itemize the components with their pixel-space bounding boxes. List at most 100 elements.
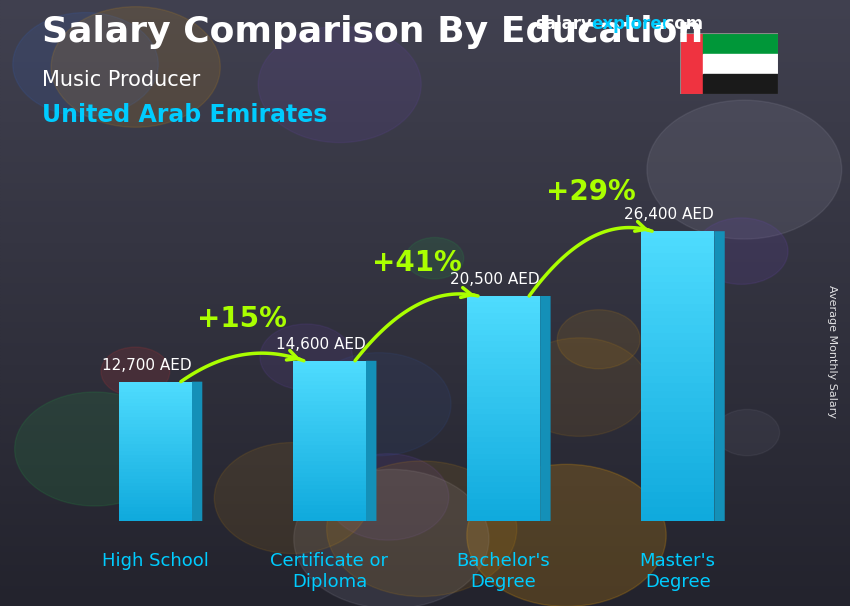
Bar xyxy=(119,430,192,434)
Bar xyxy=(0,485,850,488)
Bar xyxy=(119,483,192,486)
Bar xyxy=(467,347,540,352)
Bar xyxy=(0,233,850,236)
Bar xyxy=(0,6,850,9)
Bar xyxy=(0,333,850,336)
Bar xyxy=(0,191,850,194)
Bar xyxy=(0,270,850,273)
Bar xyxy=(0,230,850,233)
Bar xyxy=(0,264,850,267)
Bar xyxy=(641,376,714,384)
Bar xyxy=(0,3,850,6)
Bar xyxy=(0,39,850,42)
Text: .com: .com xyxy=(659,15,704,33)
Bar xyxy=(0,512,850,515)
Bar xyxy=(0,106,850,109)
Bar xyxy=(0,133,850,136)
Bar xyxy=(0,400,850,403)
Bar xyxy=(0,115,850,118)
Bar xyxy=(467,448,540,454)
Bar xyxy=(467,358,540,364)
Bar xyxy=(0,479,850,482)
Circle shape xyxy=(13,13,158,116)
Bar xyxy=(293,361,366,365)
Bar xyxy=(119,462,192,465)
Bar xyxy=(0,21,850,24)
Bar xyxy=(0,79,850,82)
Bar xyxy=(0,142,850,145)
Bar xyxy=(680,33,703,94)
Bar xyxy=(119,396,192,399)
Bar xyxy=(0,239,850,242)
Bar xyxy=(119,497,192,500)
Bar xyxy=(467,324,540,330)
Bar xyxy=(0,161,850,164)
Text: High School: High School xyxy=(102,552,209,570)
Text: 20,500 AED: 20,500 AED xyxy=(450,272,540,287)
Bar xyxy=(0,342,850,345)
Text: 14,600 AED: 14,600 AED xyxy=(276,337,366,352)
Bar xyxy=(119,507,192,511)
Bar xyxy=(0,491,850,494)
Bar xyxy=(0,30,850,33)
Bar xyxy=(0,403,850,406)
Bar xyxy=(467,465,540,470)
Bar xyxy=(0,430,850,433)
Circle shape xyxy=(214,442,370,553)
Bar xyxy=(0,294,850,297)
Bar xyxy=(641,267,714,275)
Bar xyxy=(641,499,714,507)
Bar xyxy=(0,542,850,545)
Bar xyxy=(0,312,850,315)
Bar xyxy=(0,597,850,600)
Bar xyxy=(641,470,714,478)
Bar xyxy=(0,527,850,530)
Bar xyxy=(293,401,366,405)
Bar xyxy=(0,351,850,355)
Bar xyxy=(119,444,192,448)
Bar xyxy=(0,603,850,606)
Text: United Arab Emirates: United Arab Emirates xyxy=(42,103,328,127)
Bar xyxy=(0,585,850,588)
Bar xyxy=(0,130,850,133)
Bar xyxy=(0,285,850,288)
Bar xyxy=(0,464,850,467)
Text: Master's
Degree: Master's Degree xyxy=(640,552,716,591)
Bar xyxy=(0,179,850,182)
Bar xyxy=(0,418,850,421)
Bar xyxy=(467,454,540,459)
Bar xyxy=(467,375,540,381)
Bar xyxy=(641,245,714,253)
Bar xyxy=(0,424,850,427)
Bar xyxy=(293,509,366,513)
Text: Salary Comparison By Education: Salary Comparison By Education xyxy=(42,15,704,49)
Bar xyxy=(0,261,850,264)
Bar xyxy=(0,379,850,382)
Bar xyxy=(119,392,192,396)
Bar xyxy=(0,388,850,391)
Text: Bachelor's
Degree: Bachelor's Degree xyxy=(456,552,551,591)
Bar xyxy=(641,253,714,260)
Bar xyxy=(0,394,850,397)
Bar xyxy=(0,391,850,394)
Bar xyxy=(641,282,714,289)
Bar xyxy=(293,485,366,489)
Text: Music Producer: Music Producer xyxy=(42,70,201,90)
Bar xyxy=(0,197,850,200)
Bar xyxy=(0,600,850,603)
Bar xyxy=(641,427,714,434)
Bar xyxy=(119,434,192,438)
Bar xyxy=(0,148,850,152)
Bar xyxy=(0,451,850,454)
Bar xyxy=(467,482,540,487)
Bar xyxy=(0,258,850,261)
Bar xyxy=(0,139,850,142)
Bar xyxy=(467,398,540,403)
Bar xyxy=(293,417,366,421)
Bar xyxy=(0,200,850,203)
Circle shape xyxy=(715,410,779,456)
Bar xyxy=(0,473,850,476)
Bar xyxy=(641,384,714,391)
Bar xyxy=(0,588,850,591)
Bar xyxy=(641,507,714,514)
